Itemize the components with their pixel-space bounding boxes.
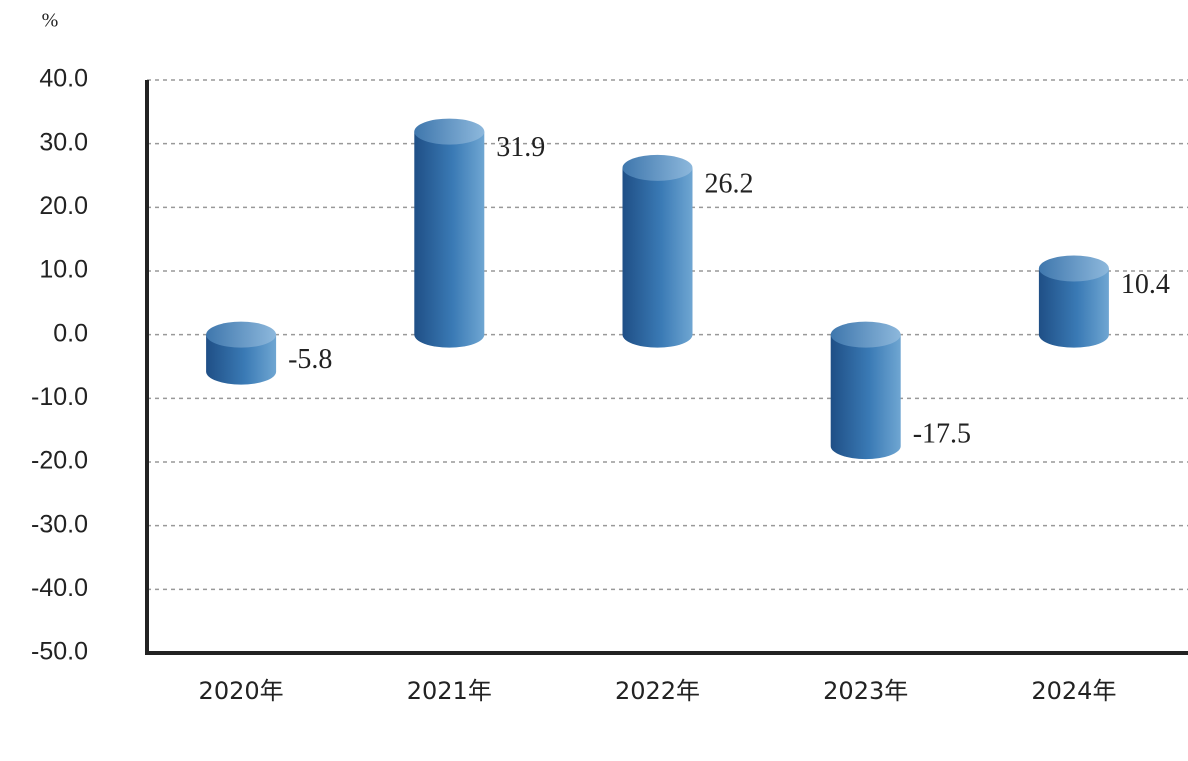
- bar-cap: [1038, 255, 1109, 282]
- y-tick-label: -50.0: [31, 638, 88, 666]
- bar-cap: [414, 118, 485, 145]
- y-tick-label: 10.0: [39, 256, 88, 284]
- bar-cap: [622, 154, 693, 181]
- value-label: -17.5: [913, 419, 971, 450]
- unit-label: %: [42, 10, 59, 32]
- bar-body: [622, 167, 693, 348]
- bar-cap: [830, 321, 901, 348]
- x-tick-label: 2024年: [1031, 677, 1116, 705]
- bar: [830, 321, 901, 460]
- bar-body: [830, 334, 901, 460]
- x-tick-label: 2020年: [199, 677, 284, 705]
- bar: [1038, 255, 1109, 348]
- value-label: 31.9: [496, 132, 545, 163]
- bar-body: [1038, 268, 1109, 348]
- y-tick-label: 20.0: [39, 192, 88, 220]
- bar: [622, 154, 693, 348]
- x-tick-label: 2022年: [615, 677, 700, 705]
- value-label: 26.2: [705, 168, 754, 199]
- y-tick-label: 0.0: [53, 319, 88, 347]
- y-tick-label: 30.0: [39, 128, 88, 156]
- bar: [206, 321, 277, 385]
- y-tick-label: -40.0: [31, 574, 88, 602]
- value-label: -5.8: [288, 344, 332, 375]
- value-label: 10.4: [1121, 269, 1170, 300]
- y-tick-label: -30.0: [31, 510, 88, 538]
- y-tick-label: -20.0: [31, 447, 88, 475]
- y-tick-label: 40.0: [39, 65, 88, 93]
- bar-body: [414, 131, 485, 348]
- x-tick-label: 2021年: [407, 677, 492, 705]
- bar-body: [206, 334, 277, 385]
- bar-cap: [206, 321, 277, 348]
- x-tick-label: 2023年: [823, 677, 908, 705]
- bar: [414, 118, 485, 348]
- y-tick-label: -10.0: [31, 383, 88, 411]
